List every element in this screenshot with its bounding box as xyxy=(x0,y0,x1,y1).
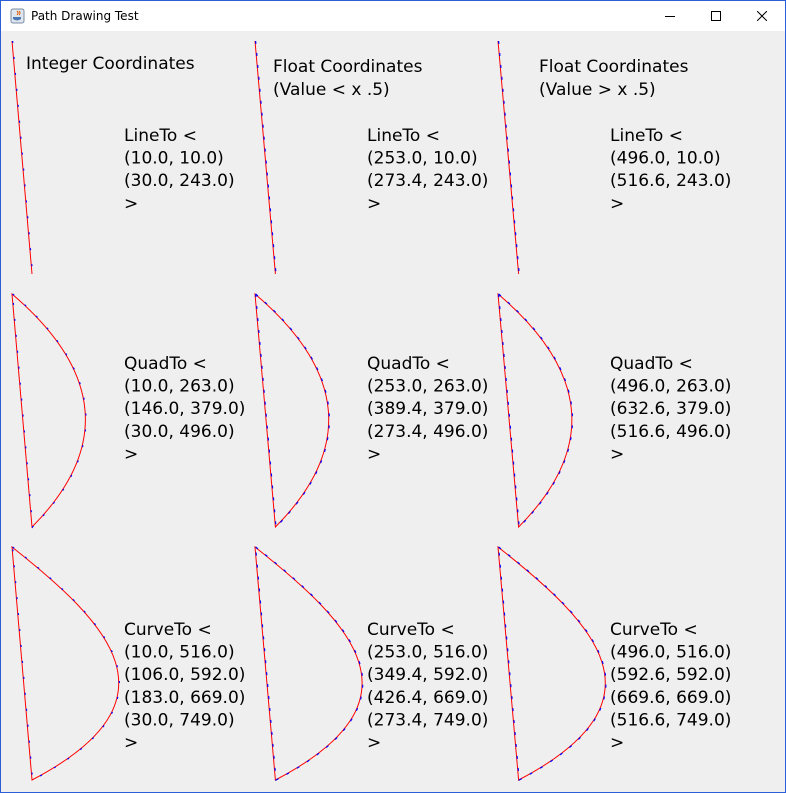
path-stroke xyxy=(497,545,606,781)
path-close-label: > xyxy=(124,444,138,464)
title-bar[interactable]: Path Drawing Test xyxy=(1,1,785,31)
point-label: (516.6, 243.0) xyxy=(610,171,731,191)
point-label: (389.4, 379.0) xyxy=(367,399,488,419)
path-op-label: CurveTo < xyxy=(367,620,455,640)
drawn-path-curveto xyxy=(497,545,607,781)
path-close-label: > xyxy=(610,733,624,753)
point-label: (516.6, 749.0) xyxy=(610,710,731,730)
point-label: (10.0, 263.0) xyxy=(124,377,235,397)
drawn-path-quadto xyxy=(254,292,330,529)
path-close-label: > xyxy=(367,733,381,753)
minimize-button[interactable] xyxy=(647,1,693,31)
point-label: (10.0, 10.0) xyxy=(124,149,224,169)
path-stroke-alt xyxy=(255,40,277,275)
path-op-label: LineTo < xyxy=(610,126,683,146)
drawn-path-curveto xyxy=(254,545,364,781)
point-label: (253.0, 263.0) xyxy=(367,377,488,397)
point-label: (349.4, 592.0) xyxy=(367,665,488,685)
path-close-label: > xyxy=(124,733,138,753)
point-label: (426.4, 669.0) xyxy=(367,688,488,708)
point-label: (496.0, 516.0) xyxy=(610,643,731,663)
drawn-path-lineto xyxy=(11,40,34,275)
path-op-label: QuadTo < xyxy=(367,354,450,374)
path-close-label: > xyxy=(367,194,381,214)
point-label: (273.4, 749.0) xyxy=(367,710,488,730)
point-label: (253.0, 10.0) xyxy=(367,149,478,169)
path-stroke xyxy=(497,292,573,529)
path-stroke-alt xyxy=(254,292,330,529)
point-label: (592.6, 592.0) xyxy=(610,665,731,685)
drawn-path-quadto xyxy=(11,292,87,529)
path-op-label: LineTo < xyxy=(124,126,197,146)
path-stroke xyxy=(497,40,520,275)
point-label: (496.0, 10.0) xyxy=(610,149,721,169)
point-label: (516.6, 496.0) xyxy=(610,422,731,442)
path-op-label: LineTo < xyxy=(367,126,440,146)
column-heading: (Value > x .5) xyxy=(539,80,656,100)
path-stroke-alt xyxy=(498,40,520,275)
path-op-label: QuadTo < xyxy=(124,354,207,374)
java-cup-icon xyxy=(10,8,25,24)
maximize-icon xyxy=(711,11,721,21)
path-stroke-alt xyxy=(254,545,364,781)
column-heading: Float Coordinates xyxy=(273,57,423,77)
path-close-label: > xyxy=(124,194,138,214)
close-button[interactable] xyxy=(739,1,785,31)
path-close-label: > xyxy=(367,444,381,464)
point-label: (30.0, 749.0) xyxy=(124,710,235,730)
path-op-label: CurveTo < xyxy=(124,620,212,640)
path-stroke-alt xyxy=(12,40,34,275)
column-heading: (Value < x .5) xyxy=(273,80,390,100)
point-label: (106.0, 592.0) xyxy=(124,665,245,685)
path-op-label: QuadTo < xyxy=(610,354,693,374)
drawn-path-quadto xyxy=(497,292,574,529)
point-label: (30.0, 243.0) xyxy=(124,171,235,191)
path-stroke xyxy=(254,545,363,781)
maximize-button[interactable] xyxy=(693,1,739,31)
column-heading: Integer Coordinates xyxy=(26,54,195,74)
point-label: (669.6, 669.0) xyxy=(610,688,731,708)
drawn-path-curveto xyxy=(11,545,120,781)
window-title: Path Drawing Test xyxy=(31,9,139,23)
point-label: (146.0, 379.0) xyxy=(124,399,245,419)
point-label: (253.0, 516.0) xyxy=(367,643,488,663)
drawn-path-lineto xyxy=(254,40,277,275)
path-stroke xyxy=(11,292,86,529)
point-label: (273.4, 496.0) xyxy=(367,422,488,442)
path-op-label: CurveTo < xyxy=(610,620,698,640)
path-stroke-alt xyxy=(11,292,87,529)
path-stroke-alt xyxy=(497,545,607,781)
point-label: (10.0, 516.0) xyxy=(124,643,235,663)
drawn-path-lineto xyxy=(497,40,520,275)
path-stroke-alt xyxy=(497,292,574,529)
column-heading: Float Coordinates xyxy=(539,57,689,77)
path-stroke xyxy=(11,40,33,275)
minimize-icon xyxy=(665,16,675,17)
path-stroke xyxy=(11,545,120,781)
point-label: (183.0, 669.0) xyxy=(124,688,245,708)
point-label: (273.4, 243.0) xyxy=(367,171,488,191)
point-label: (30.0, 496.0) xyxy=(124,422,235,442)
path-stroke xyxy=(254,292,330,529)
path-close-label: > xyxy=(610,194,624,214)
path-close-label: > xyxy=(610,444,624,464)
point-label: (496.0, 263.0) xyxy=(610,377,731,397)
close-icon xyxy=(757,11,767,21)
point-label: (632.6, 379.0) xyxy=(610,399,731,419)
